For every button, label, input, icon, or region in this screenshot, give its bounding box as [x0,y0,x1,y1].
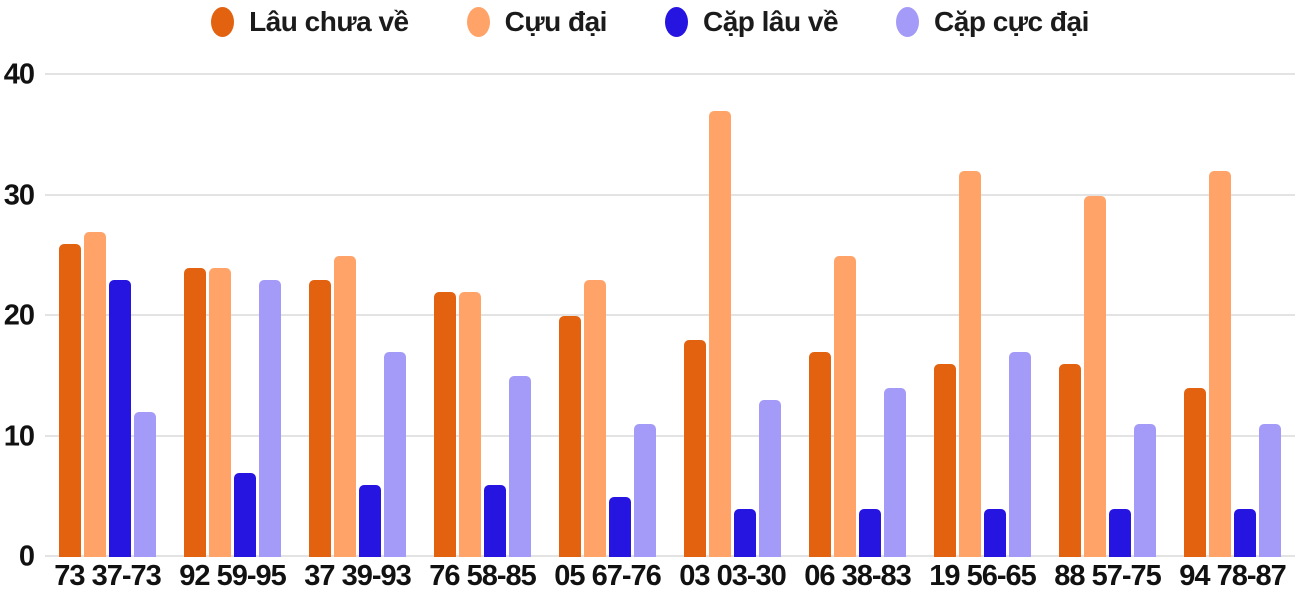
bar [834,255,856,557]
bar [84,231,106,557]
legend-item[interactable]: Cặp lâu về [664,6,839,38]
x-axis-label: 37 39-93 [304,560,412,592]
bar [1059,364,1081,557]
bar-group [420,75,545,557]
y-tick-label: 30 [3,179,35,211]
bar [309,279,331,557]
legend-marker-icon [466,7,490,37]
x-axis-label: 94 78-87 [1179,560,1287,592]
legend-item[interactable]: Cặp cực đại [896,6,1089,38]
x-axis-label: 19 56-65 [929,560,1037,592]
bar [1009,352,1031,557]
bar [1259,424,1281,557]
bar-group [920,75,1045,557]
legend-label: Cựu đại [504,6,608,37]
bar [434,291,456,557]
bar [334,255,356,557]
y-axis: 0 10 20 30 40 [0,60,36,571]
bar [1109,508,1131,557]
y-tick-label: 40 [3,58,35,91]
bar [759,400,781,557]
bar [1084,195,1106,557]
x-axis-label: 92 59-95 [179,560,287,592]
bar [209,267,231,557]
bar [959,171,981,557]
legend-label: Cặp cực đại [934,6,1089,37]
y-tick-label: 20 [3,299,35,332]
bar [509,376,531,557]
x-axis-label: 76 58-85 [429,560,537,592]
legend-marker-icon [664,7,688,37]
x-axis-label: 03 03-30 [679,560,787,592]
bar [734,508,756,557]
chart-legend: Lâu chưa về Cựu đại Cặp lâu về Cặp cực đại [0,6,1300,38]
legend-label: Cặp lâu về [702,6,839,37]
legend-item[interactable]: Cựu đại [466,6,608,38]
y-tick-label: 0 [18,540,35,573]
legend-marker-icon [211,7,235,37]
bar-group [45,75,170,557]
x-axis-label: 05 67-76 [554,560,662,592]
bar [109,279,131,557]
bar [134,412,156,557]
bar [859,508,881,557]
gridline [45,314,1295,316]
y-tick-label: 10 [3,420,35,452]
bar [1209,171,1231,557]
bar [634,424,656,557]
bar [384,352,406,557]
legend-marker-icon [896,7,920,37]
bar-group [170,75,295,557]
bar [884,388,906,557]
x-axis-label: 06 38-83 [804,560,912,592]
bar [809,352,831,557]
bar-group [545,75,670,557]
gridline [45,73,1295,75]
bar-group [295,75,420,557]
x-axis: 73 37-73 92 59-95 37 39-93 76 58-85 05 67-76… [45,562,1295,591]
bar [584,279,606,557]
legend-item[interactable]: Lâu chưa về [211,6,409,38]
bar [459,291,481,557]
legend-label: Lâu chưa về [249,6,409,37]
bar [984,508,1006,557]
gridline [45,434,1295,437]
bar [359,484,381,557]
bar-group [1045,75,1170,557]
bar [259,279,281,557]
bar [684,340,706,557]
bar [184,267,206,557]
x-axis-label: 73 37-73 [54,560,162,592]
bar [234,472,256,557]
bar [1134,424,1156,557]
bar [1184,388,1206,557]
plot-area [45,73,1295,557]
bar [559,316,581,557]
bar [609,496,631,557]
x-axis-label: 88 57-75 [1054,560,1162,592]
bar-group [1170,75,1295,557]
bar [1234,508,1256,557]
bar-groups [45,75,1295,557]
gridline [45,193,1295,196]
bar [709,111,731,557]
bar [484,484,506,557]
bar-group [795,75,920,557]
bar [934,364,956,557]
bar [59,243,81,557]
gridline [45,555,1295,557]
bar-group [670,75,795,557]
